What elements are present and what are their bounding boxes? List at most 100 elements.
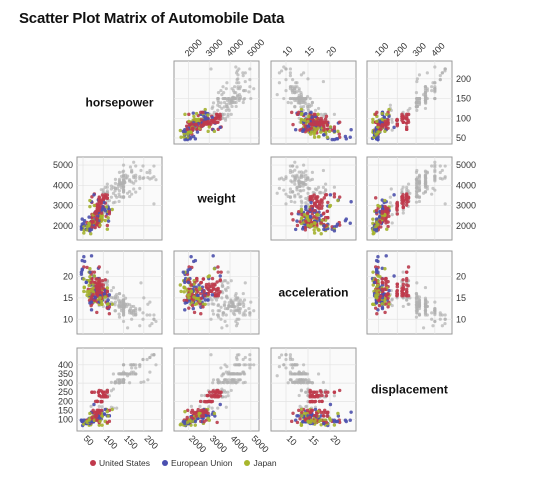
data-point-european-union — [181, 129, 186, 134]
data-point-united-states — [326, 200, 330, 205]
data-point — [241, 291, 245, 296]
data-point — [238, 298, 242, 302]
data-point-european-union — [203, 298, 208, 302]
data-point — [216, 98, 220, 103]
data-point-european-union — [195, 130, 200, 134]
data-point-european-union — [210, 115, 215, 120]
cell-horsepower-vs-weight — [173, 60, 260, 145]
data-point-united-states — [206, 287, 210, 291]
data-point-japan — [88, 267, 92, 271]
data-point-united-states — [215, 280, 219, 284]
data-point-european-union — [376, 135, 380, 139]
data-point — [115, 195, 119, 199]
data-point-united-states — [215, 120, 219, 124]
data-point — [115, 295, 120, 299]
data-point — [146, 302, 150, 306]
data-point-japan — [385, 227, 389, 231]
data-point-european-union — [293, 227, 298, 232]
data-point-united-states — [204, 282, 209, 287]
data-point-european-union — [304, 207, 308, 212]
data-point-japan — [371, 117, 375, 122]
data-point-united-states — [401, 205, 406, 210]
data-point — [284, 78, 288, 82]
data-point-japan — [309, 222, 314, 227]
data-point — [121, 319, 126, 324]
data-point-european-union — [322, 227, 326, 232]
data-point — [134, 176, 138, 180]
data-point-japan — [299, 107, 304, 112]
data-point — [438, 74, 442, 78]
data-point — [433, 170, 437, 174]
data-point-japan — [103, 295, 108, 299]
data-point-united-states — [395, 122, 399, 126]
data-point-united-states — [107, 312, 112, 316]
data-point — [306, 191, 310, 195]
data-point-united-states — [103, 278, 108, 282]
data-point — [307, 102, 311, 107]
data-point — [148, 171, 152, 175]
data-point — [433, 96, 437, 101]
data-point-japan — [319, 130, 323, 134]
data-point — [210, 106, 214, 111]
data-point — [249, 96, 253, 101]
data-point-european-union — [183, 308, 187, 312]
data-point — [227, 96, 231, 101]
data-point-united-states — [187, 306, 191, 310]
data-point-united-states — [95, 291, 99, 295]
data-point-japan — [385, 112, 389, 117]
data-point — [313, 108, 318, 112]
data-point-united-states — [315, 204, 319, 209]
cell-weight-vs-horsepower — [76, 156, 163, 241]
data-point-united-states — [201, 110, 205, 115]
data-point-united-states — [309, 196, 314, 200]
data-point — [117, 291, 122, 296]
data-point-japan — [182, 132, 186, 136]
data-point — [226, 285, 230, 290]
data-point — [227, 304, 231, 309]
data-point — [134, 312, 138, 317]
data-point-japan — [212, 129, 217, 134]
data-point-united-states — [322, 128, 326, 132]
data-point — [248, 85, 252, 89]
data-point — [294, 81, 298, 85]
data-point — [332, 112, 336, 116]
data-point-european-union — [188, 267, 192, 271]
data-point — [296, 192, 300, 196]
data-point — [117, 303, 121, 308]
data-point — [241, 74, 245, 78]
data-point — [282, 65, 286, 69]
data-point — [211, 309, 215, 313]
data-point — [288, 164, 292, 168]
data-point — [211, 312, 216, 316]
data-point-united-states — [95, 310, 99, 315]
data-point-japan — [312, 228, 316, 232]
data-point — [138, 324, 142, 328]
data-point-european-union — [328, 193, 333, 197]
data-point-japan — [316, 213, 320, 217]
data-point — [248, 78, 252, 82]
data-point-united-states — [105, 196, 110, 200]
data-point — [415, 79, 419, 84]
data-point — [299, 91, 303, 95]
data-point — [282, 96, 286, 101]
data-point — [310, 170, 314, 174]
data-point — [288, 67, 292, 71]
data-point-european-union — [186, 280, 191, 285]
data-point — [225, 324, 229, 328]
data-point — [417, 102, 422, 107]
data-point — [223, 279, 228, 283]
data-point — [310, 100, 314, 105]
data-point — [433, 177, 437, 181]
data-point — [139, 168, 143, 173]
data-point-european-union — [218, 125, 222, 130]
data-point — [234, 91, 238, 95]
data-point-united-states — [218, 278, 223, 282]
data-point-japan — [316, 135, 321, 139]
data-point — [423, 285, 428, 290]
data-point — [305, 94, 310, 99]
data-point — [224, 313, 228, 317]
data-point-european-union — [189, 255, 193, 259]
data-point — [121, 294, 126, 298]
data-point — [236, 77, 240, 81]
data-point-united-states — [380, 216, 384, 220]
